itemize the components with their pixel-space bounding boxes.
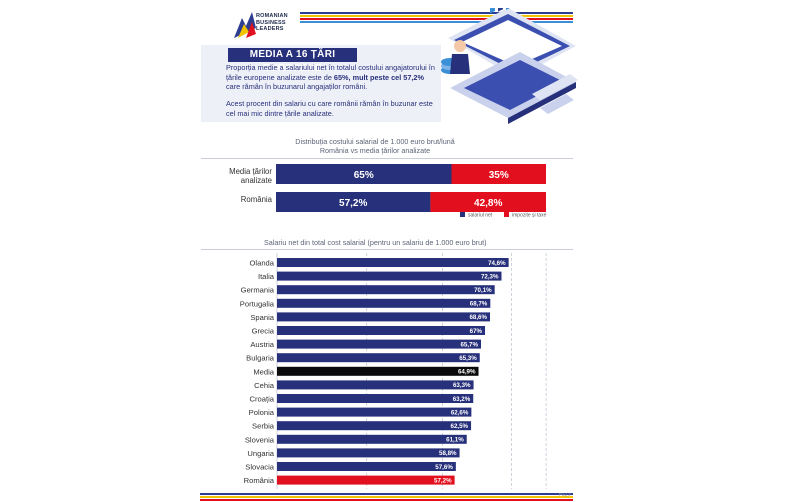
chart1-category-label: Media țărilor analizate bbox=[229, 167, 272, 185]
chart1-stacked-bars: 65% 35% 57,2% 42,8% bbox=[276, 164, 546, 212]
intro-title: MEDIA A 16 ȚĂRI EUROPENE bbox=[228, 48, 357, 74]
chart2-category-label: Ungaria bbox=[247, 449, 274, 458]
chart2-data-label: 72,3% bbox=[481, 273, 499, 280]
chart2-data-label: 74,6% bbox=[488, 260, 506, 267]
chart2-category-label: Italia bbox=[258, 272, 275, 281]
chart2-data-label: 62,5% bbox=[451, 423, 469, 430]
chart1-legend-taxes: impozite și taxe bbox=[504, 212, 546, 219]
chart1-data-label: 42,8% bbox=[474, 198, 502, 209]
intro-p1-text-a: Proporția medie a salariului net în tota… bbox=[226, 63, 435, 82]
legend-label-taxes: impozite și taxe bbox=[512, 212, 547, 219]
logo-line-2: BUSINESS bbox=[256, 19, 286, 26]
chart1-data-label: 65% bbox=[354, 170, 374, 181]
legend-swatch-taxes bbox=[504, 212, 509, 217]
chart2-data-label: 57,6% bbox=[435, 464, 453, 471]
chart1-data-label: 35% bbox=[489, 170, 509, 181]
chart2-title: Salariu net din total cost salarial (pen… bbox=[264, 238, 487, 247]
bottom-stripe-1 bbox=[200, 493, 573, 495]
chart1-bar-segment bbox=[451, 164, 546, 184]
chart2-bar bbox=[277, 298, 491, 308]
chart2-bar bbox=[277, 353, 480, 363]
chart2-category-label: Bulgaria bbox=[246, 354, 275, 363]
chart2-category-label: Polonia bbox=[249, 408, 275, 417]
chart2-data-label: 63,3% bbox=[453, 382, 471, 389]
chart2-bar bbox=[277, 258, 509, 267]
chart2-data-label: 68,6% bbox=[469, 314, 487, 321]
intro-p1-highlight: 65%, mult peste cel 57,2% bbox=[333, 72, 424, 82]
chart1-bar-segment bbox=[430, 192, 546, 212]
chart2-data-label: 58,8% bbox=[439, 450, 457, 457]
intro-paragraph-1: Proporția medie a salariului net în tota… bbox=[226, 63, 438, 92]
chart2-bar bbox=[277, 271, 502, 281]
chart1-title: Distribuția costului salarial de 1.000 e… bbox=[295, 137, 455, 146]
chart2-data-label: 65,3% bbox=[459, 355, 477, 362]
chart2-category-label: Slovacia bbox=[245, 463, 274, 472]
chart1-bar-segment bbox=[276, 164, 452, 184]
legend-label-net: salariul net bbox=[468, 212, 493, 219]
chart2-category-label: Serbia bbox=[252, 422, 275, 431]
chart1-title-block: Distribuția costului salarial de 1.000 e… bbox=[289, 137, 461, 155]
intro-paragraph-2: Acest procent din salariu cu care români… bbox=[226, 99, 433, 118]
chart2-data-label: 68,7% bbox=[470, 301, 488, 308]
chart2-bar bbox=[277, 380, 474, 390]
chart2-bar bbox=[277, 475, 455, 485]
chart2-bar bbox=[277, 434, 467, 444]
chart2-bar bbox=[277, 462, 456, 471]
bottom-stripe-2 bbox=[200, 496, 573, 498]
chart2-bar bbox=[277, 407, 472, 417]
chart2-data-label: 70,1% bbox=[474, 287, 492, 294]
chart2-category-label: Slovenia bbox=[245, 435, 275, 444]
chart1-data-label: 57,2% bbox=[339, 198, 367, 209]
chart1-legend-net: salariul net bbox=[460, 212, 492, 219]
chart2-data-label: 65,7% bbox=[460, 341, 478, 348]
chart1-divider bbox=[201, 158, 573, 159]
chart2-data-label: 61,1% bbox=[446, 437, 464, 444]
chart2-bar bbox=[277, 448, 460, 458]
chart2-category-label: Grecia bbox=[252, 327, 275, 336]
chart2-category-label: România bbox=[244, 476, 275, 485]
chart2-category-label: Cehia bbox=[254, 381, 275, 390]
chart2-category-label: Spania bbox=[250, 313, 274, 322]
chart2-category-label: Media bbox=[253, 367, 274, 376]
chart2-bar bbox=[277, 366, 479, 376]
chart2-bar bbox=[277, 339, 481, 349]
legend-swatch-net bbox=[460, 212, 465, 217]
chart2-data-label: 63,2% bbox=[453, 396, 471, 403]
chart2-bar bbox=[277, 312, 491, 322]
chart2-data-label: 64,9% bbox=[458, 369, 476, 376]
chart2-category-label: Germania bbox=[241, 286, 275, 295]
chart2-category-label: Croația bbox=[250, 395, 275, 404]
chart1-category-label: România bbox=[240, 195, 272, 204]
chart2-data-label: 67% bbox=[470, 328, 483, 335]
chart2-bar bbox=[277, 326, 486, 335]
chart1-bar-segment bbox=[276, 192, 431, 212]
logo-wordmark: ROMANIAN BUSINESS LEADERS bbox=[256, 13, 288, 33]
chart2-title-box bbox=[201, 237, 573, 250]
chart2-bar bbox=[277, 394, 474, 403]
top-stripe-4 bbox=[300, 21, 573, 23]
chart2-ranking-bars: Olanda 74,6% Italia 72,3% Germania 70,1% Portu… bbox=[240, 253, 547, 489]
chart2-category-label: Portugalia bbox=[240, 299, 275, 308]
bottom-stripe-3 bbox=[200, 499, 573, 501]
top-stripe-2 bbox=[300, 15, 573, 17]
chart2-data-label: 62,6% bbox=[451, 409, 469, 416]
chart1-subtitle: România vs media țărilor analizate bbox=[319, 146, 431, 155]
chart2-category-label: Austria bbox=[250, 340, 274, 349]
page-number: Pag 2 bbox=[559, 492, 571, 497]
top-stripe-1 bbox=[300, 12, 573, 14]
top-stripe-3 bbox=[300, 18, 573, 20]
chart2-bar bbox=[277, 421, 472, 431]
logo-line-3: LEADERS bbox=[256, 26, 284, 32]
chart2-bar bbox=[277, 285, 495, 295]
finance-illustration-icon bbox=[441, 8, 578, 124]
chart2-data-label: 57,2% bbox=[434, 477, 452, 484]
intro-p1-text-c: care rămân în buzunarul angajaților româ… bbox=[226, 82, 368, 91]
logo-line-1: ROMANIAN bbox=[256, 13, 288, 19]
rbl-logo-icon bbox=[234, 12, 256, 38]
chart2-category-label: Olanda bbox=[250, 259, 275, 268]
